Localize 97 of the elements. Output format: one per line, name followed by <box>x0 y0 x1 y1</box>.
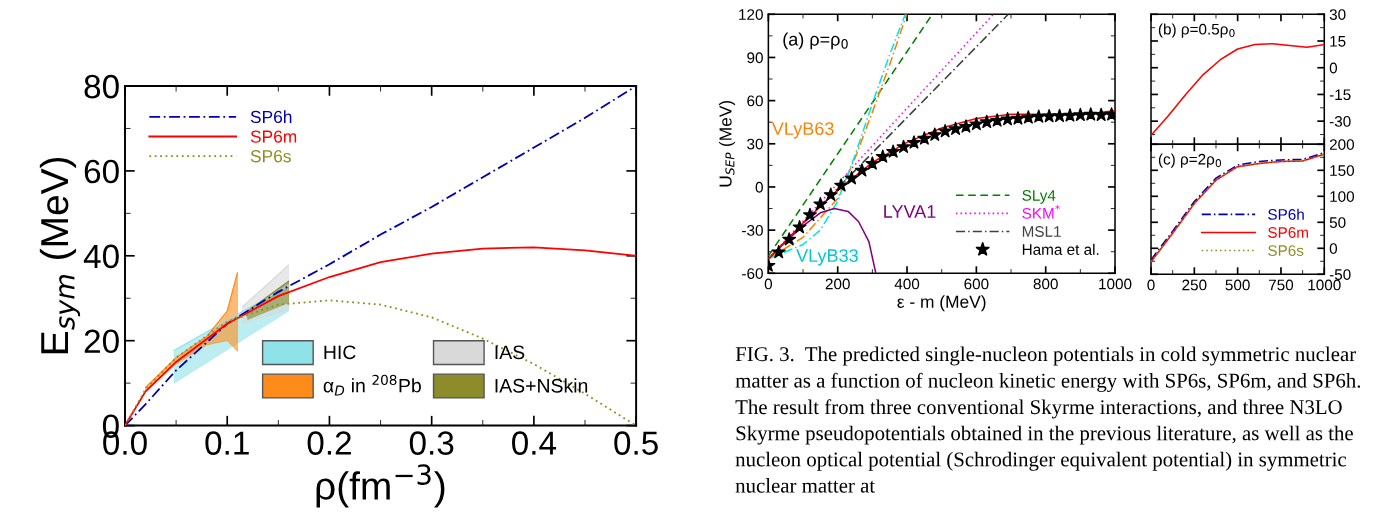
point <box>927 127 942 141</box>
y-axis-title: E$_{sym}$ (MeV) <box>39 157 81 354</box>
x-tick-label: 0.2 <box>307 431 351 455</box>
point <box>917 131 932 145</box>
y-tick-label: 80 <box>84 74 119 99</box>
point <box>792 219 807 234</box>
point <box>907 135 921 149</box>
legend-label: α$_{D}$ in $^{208}$Pb <box>323 374 421 396</box>
point <box>813 196 828 211</box>
legend-label: SP6h <box>1268 208 1304 220</box>
point <box>803 207 817 222</box>
x-tick-label: 0 <box>1147 279 1155 291</box>
y-tick-label: 20 <box>84 329 119 354</box>
legend-label: HIC <box>324 345 356 360</box>
x-tick-label: 1000 <box>1308 279 1341 291</box>
x-tick-label: 1000 <box>1099 278 1132 290</box>
y-tick-label: 30 <box>1329 9 1346 20</box>
point <box>1083 107 1098 121</box>
point <box>1031 109 1046 123</box>
point <box>1021 110 1036 124</box>
point <box>1052 108 1067 123</box>
point <box>875 149 890 163</box>
legend-label: SKM$^{*}$ <box>1022 204 1060 219</box>
y-tick-label: 90 <box>747 52 763 64</box>
point <box>844 171 859 185</box>
point <box>1000 112 1015 126</box>
legend-label: MSL1 <box>1022 226 1061 237</box>
annotation: (b) ρ=0.5ρ$_{0}$ <box>1158 23 1235 38</box>
point <box>1073 107 1088 122</box>
point <box>886 144 901 158</box>
y-axis-title: U$_{SEP}$ (MeV) <box>718 100 736 187</box>
point <box>865 156 880 170</box>
legend-label: IAS+NSkin <box>495 378 588 393</box>
annotation: LYVA1 <box>884 205 936 218</box>
y-tick-label: 0 <box>755 181 763 193</box>
point <box>1010 111 1025 125</box>
y-tick-label: 100 <box>1330 191 1355 202</box>
x-axis-title: ρ(fm$^{−3}$) <box>316 464 445 508</box>
y-tick-label: 30 <box>747 138 763 150</box>
point <box>969 116 984 131</box>
annotation: VLyB63 <box>771 122 834 139</box>
point <box>1094 107 1109 122</box>
x-tick-label: 0.5 <box>614 431 658 455</box>
x-tick-label: 0.4 <box>512 431 557 455</box>
legend-label: SP6h <box>250 110 292 124</box>
y-tick-label: 200 <box>1329 139 1355 150</box>
point <box>782 232 797 246</box>
y-tick-label: -50 <box>1329 269 1351 280</box>
x-tick-label: 800 <box>1033 278 1058 290</box>
point <box>771 244 786 259</box>
point <box>823 187 838 201</box>
legend-label: SP6s <box>250 150 291 163</box>
legend-label: SP6m <box>250 130 297 143</box>
x-tick-label: 250 <box>1182 279 1207 291</box>
y-tick-label: -60 <box>742 268 763 279</box>
point <box>855 163 869 177</box>
x-tick-label: 750 <box>1269 279 1294 291</box>
x-tick-label: 0.1 <box>205 431 249 455</box>
legend-label: SLy4 <box>1022 189 1056 204</box>
y-tick-label: 0 <box>1329 243 1338 254</box>
x-axis-title: ε - m (MeV) <box>897 295 986 312</box>
legend-label: IAS <box>495 345 525 360</box>
legend-label: Hama et al. <box>1022 243 1099 255</box>
x-tick-label: 0.3 <box>409 431 454 455</box>
point <box>1042 109 1057 123</box>
y-tick-label: 40 <box>83 244 119 269</box>
y-tick-label: 60 <box>84 159 119 184</box>
point <box>990 113 1005 127</box>
x-tick-label: 600 <box>964 278 989 290</box>
y-tick-label: 15 <box>1330 36 1346 47</box>
point <box>834 178 849 192</box>
point <box>896 139 911 153</box>
y-tick-label: 120 <box>739 9 763 20</box>
point <box>948 121 963 135</box>
annotation: VLyB33 <box>796 249 858 266</box>
point <box>1062 108 1077 122</box>
y-tick-label: -15 <box>1329 89 1351 101</box>
x-tick-label: 0 <box>764 278 773 290</box>
legend-label: SP6s <box>1268 245 1304 256</box>
x-tick-label: 500 <box>1225 279 1250 291</box>
line-series <box>1151 42 1325 137</box>
annotation: (c) ρ=2ρ$_{0}$ <box>1158 153 1222 168</box>
y-tick-label: 0 <box>1329 62 1338 74</box>
y-tick-label: 60 <box>747 95 763 107</box>
legend-label: SP6m <box>1268 227 1308 238</box>
point <box>979 114 994 129</box>
x-tick-label: 400 <box>894 278 920 290</box>
caption: FIG. 3. The predicted single-nucleon potentials in cold symmetric nuclear matter as a function of nucleon kinetic energy with SP6s, SP6m, and SP6h. The result from three conventional Skyrme interactions, and three N3LO Skyrme pseudopotentials obtained in the previous literature, as well as the nucleon optical potential (Schrodinger equivalent potential) in symmetric nuclear matter at <box>735 346 1361 493</box>
line-series <box>124 86 637 426</box>
y-tick-label: 50 <box>1329 217 1346 228</box>
point <box>938 123 953 138</box>
y-tick-label: -30 <box>1329 116 1351 127</box>
y-tick-label: -30 <box>742 224 763 236</box>
point <box>959 119 973 133</box>
x-tick-label: 200 <box>825 278 850 290</box>
annotation: (a) ρ=ρ$_{0}$ <box>783 32 848 50</box>
y-tick-label: 150 <box>1330 165 1355 176</box>
